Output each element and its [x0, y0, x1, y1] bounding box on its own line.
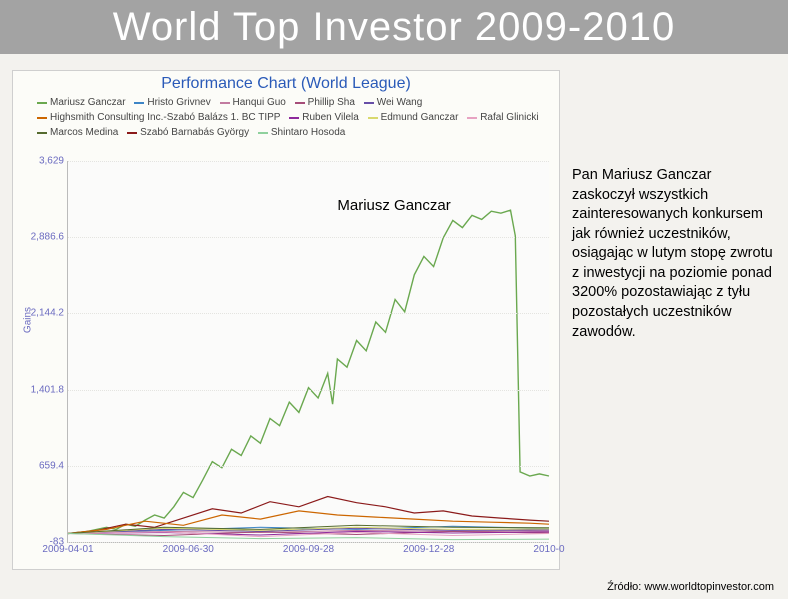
- content-row: Performance Chart (World League) Mariusz…: [0, 54, 788, 570]
- chart-lines: [68, 161, 549, 542]
- legend-item: Edmund Ganczar: [368, 111, 459, 125]
- legend-item: Wei Wang: [364, 96, 423, 110]
- legend-swatch: [134, 102, 144, 104]
- gridline: [68, 466, 549, 467]
- legend-label: Edmund Ganczar: [381, 111, 459, 125]
- legend-item: Ruben Vilela: [289, 111, 359, 125]
- legend-swatch: [289, 117, 299, 119]
- gridline: [68, 390, 549, 391]
- legend-label: Phillip Sha: [308, 96, 355, 110]
- legend-swatch: [364, 102, 374, 104]
- series-annotation: Mariusz Ganczar: [337, 197, 450, 214]
- y-tick-label: 3,629: [39, 156, 68, 167]
- source-label: Źródło: www.worldtopinvestor.com: [607, 581, 774, 593]
- legend-swatch: [37, 132, 47, 134]
- y-tick-label: 2,886.6: [31, 232, 68, 243]
- y-tick-label: 2,144.2: [31, 308, 68, 319]
- series-line: [68, 210, 549, 533]
- legend-item: Szabó Barnabás György: [127, 126, 249, 140]
- legend-label: Szabó Barnabás György: [140, 126, 249, 140]
- legend-label: Rafal Glinicki: [480, 111, 538, 125]
- legend-label: Ruben Vilela: [302, 111, 359, 125]
- legend-item: Rafal Glinicki: [467, 111, 538, 125]
- legend-label: Wei Wang: [377, 96, 423, 110]
- legend-label: Mariusz Ganczar: [50, 96, 126, 110]
- legend-swatch: [37, 117, 47, 119]
- legend-label: Shintaro Hosoda: [271, 126, 346, 140]
- legend-item: Mariusz Ganczar: [37, 96, 126, 110]
- legend-label: Hanqui Guo: [233, 96, 286, 110]
- y-tick-label: 1,401.8: [31, 384, 68, 395]
- chart-legend: Mariusz Ganczar Hristo Grivnev Hanqui Gu…: [13, 93, 559, 144]
- chart-panel: Performance Chart (World League) Mariusz…: [12, 70, 560, 570]
- legend-item: Phillip Sha: [295, 96, 355, 110]
- y-tick-label: 659.4: [39, 460, 68, 471]
- x-tick-label: 2009-06-30: [163, 542, 214, 555]
- legend-item: Shintaro Hosoda: [258, 126, 346, 140]
- legend-item: Hanqui Guo: [220, 96, 286, 110]
- legend-swatch: [295, 102, 305, 104]
- legend-swatch: [368, 117, 378, 119]
- chart-title: Performance Chart (World League): [13, 75, 559, 93]
- legend-label: Marcos Medina: [50, 126, 118, 140]
- legend-swatch: [258, 132, 268, 134]
- x-tick-label: 2009-12-28: [403, 542, 454, 555]
- side-text: Pan Mariusz Ganczar zaskoczył wszystkich…: [572, 70, 774, 570]
- legend-label: Highsmith Consulting Inc.-Szabó Balázs 1…: [50, 111, 280, 125]
- gridline: [68, 313, 549, 314]
- legend-swatch: [37, 102, 47, 104]
- x-tick-label: 2009-09-28: [283, 542, 334, 555]
- legend-item: Highsmith Consulting Inc.-Szabó Balázs 1…: [37, 111, 280, 125]
- x-tick-label: 2009-04-01: [42, 542, 93, 555]
- legend-item: Hristo Grivnev: [134, 96, 210, 110]
- legend-item: Marcos Medina: [37, 126, 118, 140]
- page-title: World Top Investor 2009-2010: [0, 0, 788, 54]
- legend-swatch: [467, 117, 477, 119]
- x-tick-label: 2010-0: [533, 542, 564, 555]
- plot-area: Mariusz Ganczar -83659.41,401.82,144.22,…: [67, 161, 549, 543]
- legend-swatch: [220, 102, 230, 104]
- legend-swatch: [127, 132, 137, 134]
- legend-label: Hristo Grivnev: [147, 96, 210, 110]
- gridline: [68, 161, 549, 162]
- gridline: [68, 237, 549, 238]
